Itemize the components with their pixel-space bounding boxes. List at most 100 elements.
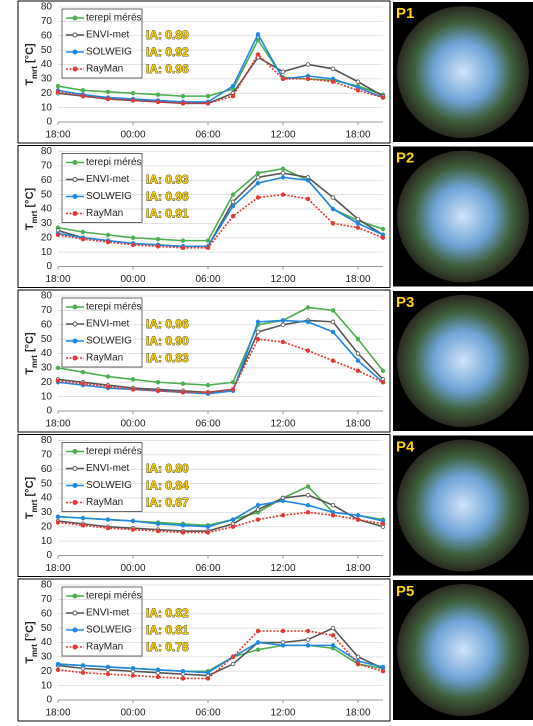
series-marker <box>156 389 160 393</box>
series-marker <box>331 207 335 211</box>
series-marker <box>256 38 260 42</box>
photo-label: P3 <box>396 294 414 311</box>
y-axis-label-part: [°C] <box>24 476 36 499</box>
x-tick-label: 12:00 <box>270 130 295 141</box>
legend-marker <box>73 178 77 182</box>
series-marker <box>156 668 160 672</box>
series-marker <box>281 193 285 197</box>
series-marker <box>106 385 110 389</box>
y-axis-label-part: mrt <box>30 644 39 657</box>
series-marker <box>256 171 260 175</box>
y-axis-label: Tmrt [°C] <box>24 332 39 375</box>
x-tick-label: 06:00 <box>195 274 220 285</box>
series-marker <box>306 644 310 648</box>
legend-label: SOLWEIG <box>86 47 132 58</box>
series-marker <box>106 233 110 237</box>
legend-marker <box>73 33 77 37</box>
series-marker <box>281 171 285 175</box>
series-marker <box>356 655 360 659</box>
y-tick-label: 40 <box>41 348 53 359</box>
series-marker <box>81 237 85 241</box>
series-marker <box>356 369 360 373</box>
series-marker <box>81 671 85 675</box>
series-marker <box>56 84 60 88</box>
y-tick-label: 10 <box>41 102 53 113</box>
series-marker <box>256 337 260 341</box>
series-marker <box>381 665 385 669</box>
series-marker <box>231 94 235 98</box>
series-marker <box>156 380 160 384</box>
series-marker <box>256 648 260 652</box>
series-marker <box>131 99 135 103</box>
page: {"chart_data": [ {"type": "line", "photo… <box>0 0 533 726</box>
series-marker <box>356 217 360 221</box>
series-marker <box>356 352 360 356</box>
series-marker <box>331 513 335 517</box>
series-marker <box>256 641 260 645</box>
y-tick-label: 80 <box>41 146 53 157</box>
series-marker <box>331 67 335 71</box>
series-marker <box>256 196 260 200</box>
series-marker <box>181 239 185 243</box>
series-marker <box>306 63 310 67</box>
series-marker <box>81 230 85 234</box>
x-tick-label: 18:00 <box>345 274 370 285</box>
y-tick-label: 30 <box>41 218 53 229</box>
series-marker <box>106 240 110 244</box>
series-marker <box>56 366 60 370</box>
ia-annotation: IA: 0.89 <box>146 28 189 42</box>
series-marker <box>381 380 385 384</box>
series-marker <box>331 626 335 630</box>
legend-marker <box>73 67 77 71</box>
series-marker <box>231 200 235 204</box>
y-tick-label: 20 <box>41 666 53 677</box>
ia-annotation: IA: 0.96 <box>146 62 189 76</box>
series-marker <box>106 375 110 379</box>
y-axis-label: Tmrt [°C] <box>24 43 39 86</box>
y-tick-label: 30 <box>41 507 53 518</box>
series-marker <box>356 513 360 517</box>
series-marker <box>231 193 235 197</box>
series-marker <box>306 306 310 310</box>
series-marker <box>331 309 335 313</box>
series-marker <box>106 90 110 94</box>
series-marker <box>181 391 185 395</box>
series-marker <box>206 102 210 106</box>
series-marker <box>131 674 135 678</box>
y-tick-label: 40 <box>41 637 53 648</box>
series-marker <box>81 664 85 668</box>
legend-label: SOLWEIG <box>86 191 132 202</box>
series-marker <box>181 524 185 528</box>
ia-annotation: IA: 0.91 <box>146 207 189 221</box>
x-tick-label: 00:00 <box>120 419 145 430</box>
photo-label: P1 <box>396 5 414 22</box>
series-marker <box>206 383 210 387</box>
series-marker <box>81 382 85 386</box>
x-tick-label: 18:00 <box>45 274 70 285</box>
series-marker <box>181 102 185 106</box>
legend-label: terepi mérés <box>86 591 142 602</box>
series-marker <box>106 97 110 101</box>
y-axis-label-part: mrt <box>30 355 39 368</box>
series-marker <box>56 379 60 383</box>
legend-marker <box>73 484 77 488</box>
y-tick-label: 80 <box>41 291 53 302</box>
series-marker <box>281 644 285 648</box>
series-marker <box>106 526 110 530</box>
series-marker <box>281 319 285 323</box>
y-tick-label: 0 <box>46 406 52 417</box>
series-marker <box>306 349 310 353</box>
series-marker <box>181 382 185 386</box>
y-tick-label: 20 <box>41 377 53 388</box>
series-marker <box>56 90 60 94</box>
series-marker <box>206 94 210 98</box>
series-marker <box>281 629 285 633</box>
series-marker <box>381 236 385 240</box>
legend-label: terepi mérés <box>86 446 142 457</box>
series-marker <box>256 503 260 507</box>
ia-annotation: IA: 0.67 <box>146 496 189 510</box>
x-tick-label: 12:00 <box>270 274 295 285</box>
legend-marker <box>73 212 77 216</box>
x-tick-label: 06:00 <box>195 708 220 719</box>
x-tick-label: 18:00 <box>45 708 70 719</box>
